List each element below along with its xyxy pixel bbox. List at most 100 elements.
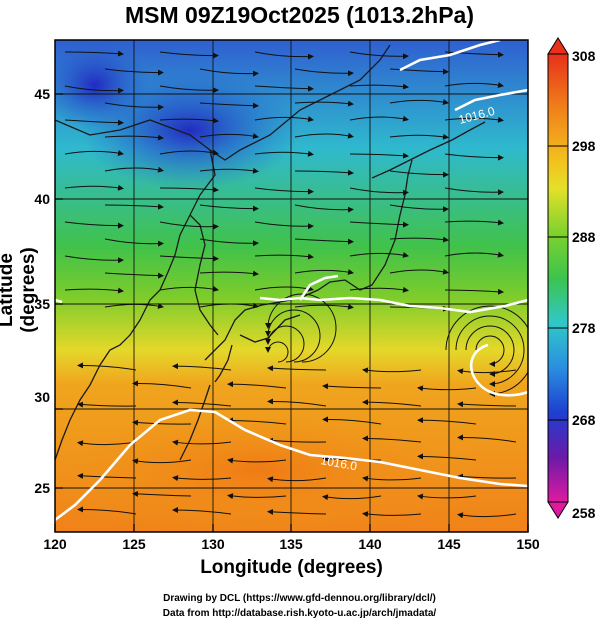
streamline <box>294 303 354 310</box>
y-axis-label: Latitude (degrees) <box>0 247 39 333</box>
streamline <box>457 473 517 480</box>
streamline <box>199 133 259 139</box>
streamline <box>199 270 259 277</box>
streamline <box>172 506 232 515</box>
streamline <box>159 51 219 59</box>
lat-lon-grid <box>55 40 528 532</box>
streamline <box>172 399 232 407</box>
x-tick-label: 150 <box>516 536 540 552</box>
streamline <box>322 416 382 425</box>
streamline <box>254 51 314 60</box>
credit-data: Data from http://database.rish.kyoto-u.a… <box>162 608 437 619</box>
streamline <box>349 187 409 196</box>
streamline <box>389 268 449 275</box>
streamline <box>172 439 232 446</box>
streamline <box>417 385 477 392</box>
streamline <box>349 152 409 159</box>
x-tick-label: 120 <box>43 536 67 552</box>
streamline <box>322 383 382 390</box>
y-tick-label: 45 <box>34 86 50 102</box>
streamline <box>254 221 314 230</box>
colorbar-label: 258 <box>572 505 596 521</box>
streamline <box>417 493 477 500</box>
streamline <box>159 286 219 292</box>
streamline <box>172 475 232 482</box>
y-axis: 45 40 35 30 25 <box>34 86 63 496</box>
streamline <box>362 435 422 443</box>
streamline <box>267 365 327 372</box>
x-tick-label: 135 <box>279 536 303 552</box>
streamline <box>104 203 164 210</box>
streamline <box>132 458 192 465</box>
streamline <box>77 401 137 408</box>
streamline <box>159 149 219 156</box>
streamline <box>77 362 137 371</box>
streamline <box>227 493 287 500</box>
streamline <box>132 380 192 389</box>
streamline <box>64 119 124 126</box>
streamline <box>227 417 287 425</box>
streamline <box>132 490 192 497</box>
page-title: MSM 09Z19Oct2025 (1013.2hPa) <box>124 2 474 28</box>
wind-streamlines <box>64 50 528 519</box>
streamline <box>265 341 289 363</box>
streamline <box>77 506 137 515</box>
streamline <box>199 68 259 77</box>
streamline <box>104 166 164 173</box>
streamline <box>349 115 409 122</box>
x-tick-label: 145 <box>437 536 461 552</box>
streamline <box>389 133 449 140</box>
streamline <box>294 68 354 77</box>
streamline <box>265 309 321 363</box>
streamline <box>294 238 354 245</box>
x-tick-label: 130 <box>201 536 225 552</box>
streamline <box>444 187 504 196</box>
streamline <box>389 170 449 178</box>
streamline <box>457 368 517 375</box>
y-tick-label: 30 <box>34 389 50 405</box>
streamline <box>227 457 287 464</box>
streamline <box>455 315 525 387</box>
streamline <box>104 303 164 309</box>
streamline <box>445 305 528 397</box>
streamline <box>322 494 382 501</box>
streamline <box>362 511 422 518</box>
warm-air-region <box>55 400 490 532</box>
x-axis: 120 125 130 135 140 145 150 <box>43 524 540 552</box>
coastlines <box>55 44 486 461</box>
streamline <box>349 221 409 228</box>
y-tick-label: 40 <box>34 191 50 207</box>
streamline <box>362 367 422 374</box>
streamline <box>64 184 124 191</box>
streamline <box>199 167 259 174</box>
streamline <box>159 85 219 94</box>
streamline <box>104 134 164 141</box>
streamline <box>444 51 504 58</box>
streamline <box>64 150 124 156</box>
y-tick-label: 35 <box>34 296 50 312</box>
streamline <box>199 238 259 247</box>
streamline <box>254 85 314 92</box>
streamline <box>64 255 124 264</box>
x-tick-label: 140 <box>358 536 382 552</box>
streamline <box>444 251 504 258</box>
streamline <box>349 51 409 60</box>
streamline <box>267 398 327 407</box>
streamline <box>159 221 219 230</box>
streamline <box>349 252 409 258</box>
streamline <box>389 236 449 243</box>
isobar-label: 1016.0 <box>319 453 358 473</box>
streamline <box>294 204 354 213</box>
streamline <box>457 512 517 519</box>
streamline <box>444 288 504 295</box>
streamline <box>294 100 354 107</box>
streamline <box>254 187 314 195</box>
streamline <box>104 272 164 279</box>
streamline <box>444 116 504 123</box>
streamline <box>159 255 219 262</box>
colorbar-label: 308 <box>572 48 596 64</box>
streamline <box>254 150 314 157</box>
streamline <box>349 286 409 293</box>
cold-air-region-west <box>55 40 150 130</box>
streamline <box>444 153 504 161</box>
